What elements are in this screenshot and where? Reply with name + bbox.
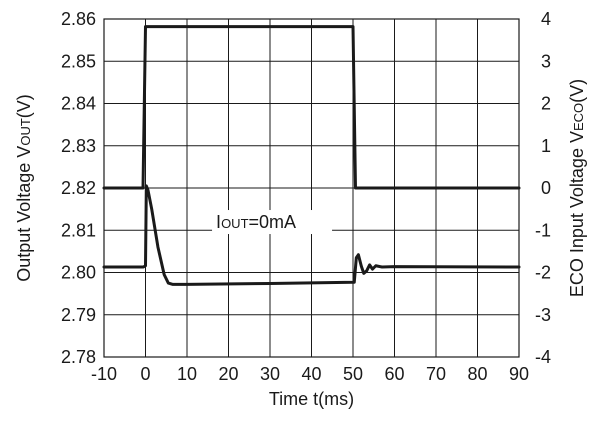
y-left-tick-label: 2.83 — [61, 136, 96, 156]
annotation-label: IOUT=0mA — [216, 212, 296, 232]
y-right-tick-label: 3 — [541, 51, 551, 71]
output-voltage-trace — [102, 184, 521, 286]
y-right-axis-title: ECO Input Voltage VECO(V) — [567, 79, 587, 297]
y-left-axis-title: Output Voltage VOUT(V) — [14, 94, 34, 282]
y-left-tick-label: 2.85 — [61, 51, 96, 71]
y-left-tick-label: 2.86 — [61, 9, 96, 29]
y-right-tick-label: 1 — [541, 136, 551, 156]
x-tick-label: 90 — [509, 364, 529, 384]
y-left-tick-label: 2.79 — [61, 305, 96, 325]
x-tick-label: 10 — [177, 364, 197, 384]
y-left-tick-label: 2.81 — [61, 220, 96, 240]
y-right-tick-label: -1 — [535, 220, 551, 240]
x-tick-label: -10 — [91, 364, 117, 384]
x-tick-label: 60 — [384, 364, 404, 384]
y-left-tick-label: 2.82 — [61, 178, 96, 198]
x-tick-label: 0 — [140, 364, 150, 384]
y-right-tick-label: 0 — [541, 178, 551, 198]
y-right-tick-label: -4 — [535, 347, 551, 367]
x-tick-label: 40 — [301, 364, 321, 384]
y-left-tick-label: 2.78 — [61, 347, 96, 367]
annotation-background — [212, 210, 333, 235]
y-left-tick-label: 2.84 — [61, 94, 96, 114]
x-tick-label: 80 — [467, 364, 487, 384]
x-axis-title: Time t(ms) — [269, 389, 354, 409]
x-tick-label: 20 — [218, 364, 238, 384]
y-right-tick-label: -3 — [535, 305, 551, 325]
y-right-tick-label: 4 — [541, 9, 551, 29]
y-right-tick-label: -2 — [535, 263, 551, 283]
x-tick-label: 70 — [426, 364, 446, 384]
x-tick-label: 50 — [343, 364, 363, 384]
eco-input-voltage-trace — [102, 25, 521, 190]
plot-frame — [103, 18, 520, 358]
x-tick-label: 30 — [260, 364, 280, 384]
y-left-tick-label: 2.80 — [61, 263, 96, 283]
y-right-tick-label: 2 — [541, 94, 551, 114]
